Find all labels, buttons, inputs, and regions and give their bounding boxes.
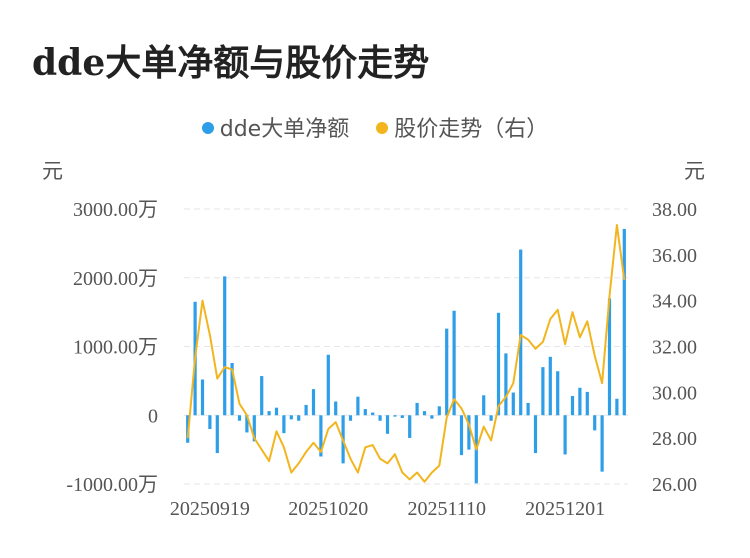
- right-tick-label: 32.00: [652, 337, 697, 359]
- dde-bar: [489, 415, 493, 421]
- price-line-path: [186, 224, 626, 483]
- legend-item-dde[interactable]: dde大单净额: [201, 111, 350, 143]
- x-axis-labels: 20250919 20251020 20251110 20251201: [170, 498, 605, 520]
- dde-bar: [223, 276, 227, 416]
- dde-bar: [570, 396, 575, 416]
- dde-bar: [467, 415, 471, 450]
- dde-bar: [237, 415, 242, 421]
- legend-label-price: 股价走势（右）: [394, 117, 549, 142]
- dde-bar: [385, 415, 390, 434]
- dde-bar: [319, 415, 323, 457]
- dde-bar: [607, 298, 612, 416]
- price-line: [186, 224, 626, 483]
- dde-bar: [267, 411, 271, 416]
- legend-item-price[interactable]: 股价走势（右）: [376, 111, 548, 143]
- dde-bar: [334, 401, 338, 416]
- dde-bar: [274, 407, 279, 416]
- dde-bar: [504, 353, 508, 416]
- dde-bar: [252, 415, 256, 442]
- dde-bar: [304, 404, 308, 416]
- dde-bar: [297, 415, 301, 421]
- dde-bar: [548, 356, 552, 416]
- dde-bar: [459, 415, 464, 456]
- right-tick-label: 34.00: [652, 291, 697, 313]
- dde-bars: [186, 228, 626, 484]
- dde-bar: [200, 379, 205, 416]
- dde-bar: [400, 415, 404, 418]
- dde-bar: [326, 354, 330, 416]
- dde-bar: [230, 363, 234, 416]
- dde-bar: [482, 395, 486, 416]
- right-tick-label: 38.00: [652, 199, 697, 221]
- right-tick-label: 28.00: [652, 428, 697, 450]
- dde-bar: [415, 402, 419, 416]
- dde-bar: [533, 415, 538, 454]
- dde-bar: [430, 415, 434, 419]
- dde-bar: [282, 415, 286, 434]
- dde-bar: [408, 415, 412, 438]
- dde-bar: [378, 415, 382, 421]
- gridlines: [184, 208, 628, 485]
- dde-bar: [289, 415, 293, 420]
- left-tick-label: 0: [148, 405, 158, 427]
- dde-bar: [356, 396, 360, 416]
- x-tick-label: 20251201: [525, 498, 605, 520]
- dde-bar: [452, 310, 456, 416]
- dde-bar: [519, 249, 523, 416]
- dde-bar: [215, 415, 219, 454]
- dde-bar: [563, 415, 567, 455]
- left-axis-unit: 元: [42, 159, 63, 183]
- legend-label-dde: dde大单净额: [219, 117, 350, 142]
- right-axis-ticks: 38.00 36.00 34.00 32.00 30.00 28.00 26.00: [652, 199, 697, 496]
- dde-bar: [615, 398, 619, 416]
- dde-bar: [585, 391, 589, 416]
- legend-dot-dde: [201, 122, 214, 134]
- dde-bar: [496, 312, 501, 416]
- chart-title: dde大单净额与股价走势: [32, 42, 430, 84]
- right-axis-unit: 元: [684, 159, 705, 183]
- dde-bar: [437, 406, 441, 416]
- dde-bar: [363, 409, 367, 416]
- right-tick-label: 30.00: [652, 382, 697, 404]
- dde-bar: [541, 367, 545, 416]
- dde-bar: [371, 412, 375, 416]
- left-tick-label: -1000.00万: [66, 474, 158, 496]
- x-tick-label: 20251110: [407, 498, 486, 520]
- legend-dot-price: [376, 122, 389, 134]
- right-tick-label: 26.00: [652, 474, 697, 496]
- dde-bar: [556, 371, 560, 416]
- dde-bar: [622, 228, 626, 416]
- x-tick-label: 20250919: [170, 498, 250, 520]
- dde-bar: [245, 415, 249, 433]
- left-tick-label: 2000.00万: [73, 268, 158, 290]
- dde-bar: [208, 415, 212, 429]
- legend: dde大单净额 股价走势（右）: [0, 111, 750, 143]
- dde-bar: [578, 387, 582, 416]
- right-tick-label: 36.00: [652, 245, 697, 267]
- dde-bar: [260, 376, 264, 416]
- dde-bar: [600, 415, 604, 472]
- left-tick-label: 3000.00万: [73, 199, 158, 221]
- left-axis-ticks: 3000.00万 2000.00万 1000.00万 0 -1000.00万: [66, 199, 158, 496]
- dde-bar: [393, 415, 397, 417]
- dde-bar: [422, 411, 427, 416]
- dde-bar: [593, 415, 597, 431]
- dde-bar: [526, 402, 530, 416]
- dde-bar: [511, 392, 515, 416]
- left-tick-label: 1000.00万: [73, 337, 158, 359]
- dde-bar: [445, 328, 449, 416]
- x-tick-label: 20251020: [288, 498, 368, 520]
- dde-bar: [348, 415, 353, 421]
- dde-bar: [311, 389, 316, 416]
